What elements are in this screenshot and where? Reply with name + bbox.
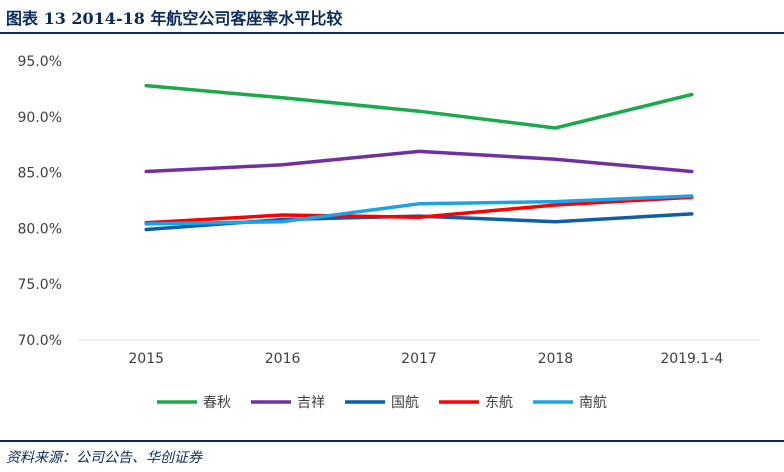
axis-layer: 95.0% 90.0% 85.0% 80.0% 75.0% 70.0% 2015 2016 20… <box>18 54 760 367</box>
x-tick-label: 2017 <box>401 351 437 367</box>
figure-title: 图表 13 2014-18 年航空公司客座率水平比较 <box>6 9 343 28</box>
legend-label: 国航 <box>391 395 419 411</box>
figure-header: 图表 13 2014-18 年航空公司客座率水平比较 <box>0 0 784 30</box>
legend-label: 东航 <box>485 395 513 411</box>
chart-legend: 春秋 吉祥 国航 东航 南航 <box>157 395 607 411</box>
series-line <box>144 149 694 174</box>
legend-label: 南航 <box>579 395 607 411</box>
header-rule <box>0 32 784 34</box>
x-tick-label: 2019.1-4 <box>660 351 723 367</box>
series-line <box>144 83 694 130</box>
y-tick-label: 95.0% <box>18 54 62 70</box>
y-tick-label: 75.0% <box>18 277 62 293</box>
footer-rule <box>0 440 784 442</box>
source-note: 资料来源：公司公告、华创证券 <box>6 450 202 466</box>
x-tick-label: 2016 <box>265 351 301 367</box>
y-tick-label: 80.0% <box>18 221 62 237</box>
series-line <box>144 195 694 225</box>
series-line <box>144 194 694 226</box>
y-tick-label: 90.0% <box>18 110 62 126</box>
line-chart: 95.0% 90.0% 85.0% 80.0% 75.0% 70.0% 2015 2016 20… <box>18 54 760 411</box>
y-tick-label: 85.0% <box>18 166 62 182</box>
x-tick-label: 2018 <box>538 351 574 367</box>
series-layer <box>144 83 694 232</box>
y-tick-label: 70.0% <box>18 333 62 349</box>
x-tick-label: 2015 <box>128 351 164 367</box>
legend-label: 春秋 <box>203 395 231 411</box>
legend-label: 吉祥 <box>297 395 325 411</box>
